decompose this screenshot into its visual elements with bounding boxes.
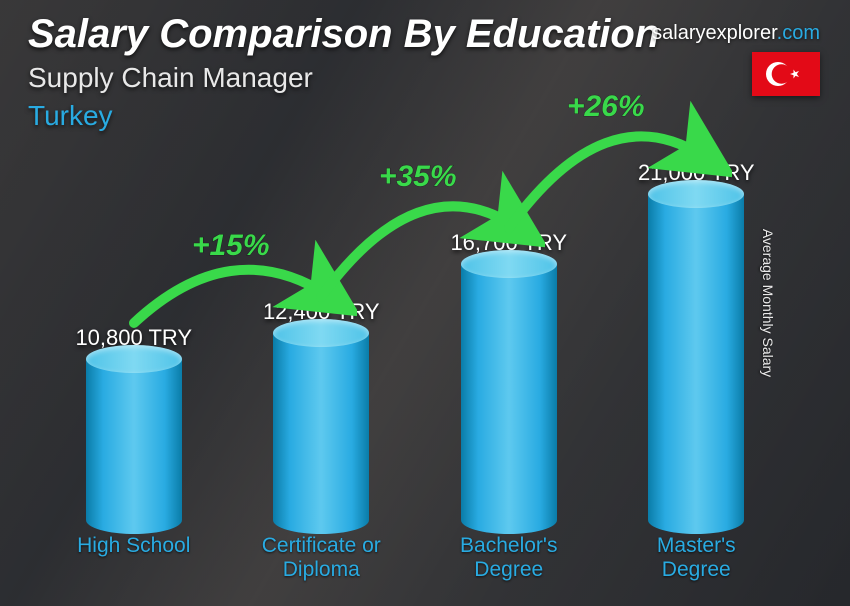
- site-domain: .com: [777, 22, 820, 44]
- bar-3: 21,000 TRY: [614, 160, 779, 534]
- bar-2: 16,700 TRY: [426, 230, 591, 534]
- category-label: Certificate orDiploma: [239, 534, 404, 588]
- country-label: Turkey: [28, 100, 113, 132]
- bar-0: 10,800 TRY: [51, 325, 216, 534]
- bar-cylinder: [648, 194, 744, 534]
- category-label: Master'sDegree: [614, 534, 779, 588]
- bar-cylinder: [461, 264, 557, 534]
- turkey-flag-icon: [752, 52, 820, 96]
- category-label: Bachelor'sDegree: [426, 534, 591, 588]
- category-label: High School: [51, 534, 216, 588]
- page-title: Salary Comparison By Education: [28, 12, 659, 57]
- bar-cylinder: [86, 359, 182, 534]
- bar-1: 12,400 TRY: [239, 299, 404, 534]
- site-name: salaryexplorer: [652, 22, 777, 44]
- page-subtitle: Supply Chain Manager: [28, 62, 313, 94]
- bar-cylinder: [273, 333, 369, 534]
- salary-bar-chart: 10,800 TRY 12,400 TRY 16,700 TRY 21,000 …: [40, 150, 790, 588]
- svg-text:+26%: +26%: [567, 90, 645, 123]
- site-attribution: salaryexplorer.com: [652, 22, 820, 45]
